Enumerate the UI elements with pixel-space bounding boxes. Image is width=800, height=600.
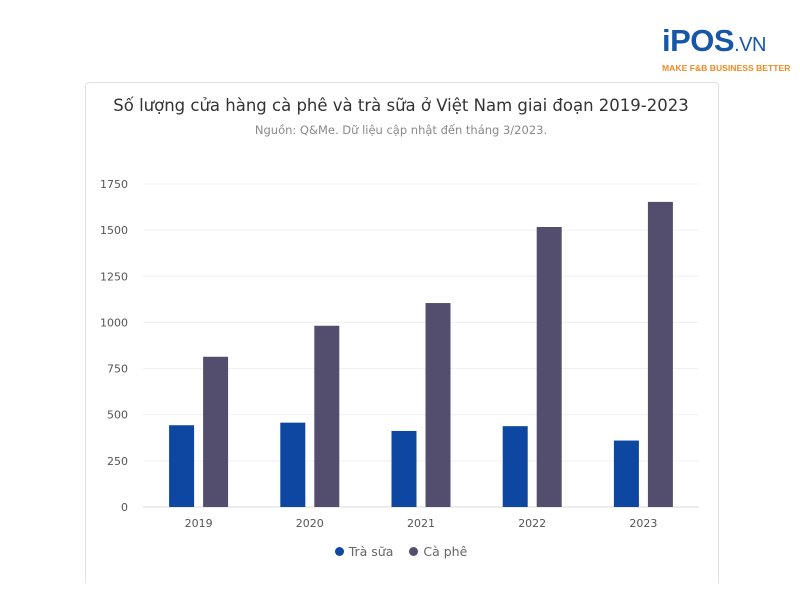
legend-label: Cà phê	[423, 544, 468, 559]
legend-dot-icon	[334, 547, 344, 556]
bar-ca-phe-2021	[425, 303, 451, 507]
chart-subtitle: Nguồn: Q&Me. Dữ liệu cập nhật đến tháng …	[254, 123, 548, 137]
bar-ca-phe-2022	[536, 227, 562, 508]
x-tick-label: 2020	[296, 517, 324, 530]
y-tick-label: 1000	[100, 316, 128, 329]
bar-tra-sua-2023	[613, 440, 639, 507]
bar-tra-sua-2022	[502, 426, 528, 507]
legend-dot-icon	[409, 547, 419, 556]
chart-card	[85, 82, 719, 583]
y-tick-label: 1250	[100, 270, 128, 283]
bar-tra-sua-2020	[280, 422, 306, 507]
y-tick-label: 250	[107, 455, 128, 468]
ipos-logo: iPOS.VN MAKE F&B BUSINESS BETTER	[662, 23, 792, 73]
legend: Trà sữa Cà phê	[85, 544, 717, 559]
bar-tra-sua-2021	[391, 430, 417, 507]
bar-ca-phe-2023	[647, 201, 673, 507]
logo-brand: iPOS	[662, 23, 735, 58]
legend-item-tra-sua[interactable]: Trà sữa	[334, 544, 394, 559]
legend-item-ca-phe[interactable]: Cà phê	[409, 544, 467, 559]
x-tick-label: 2023	[629, 517, 657, 530]
logo-domain: .VN	[734, 34, 766, 56]
x-tick-label: 2022	[518, 517, 546, 530]
y-tick-label: 500	[107, 409, 128, 422]
legend-label: Trà sữa	[348, 544, 394, 559]
y-tick-label: 0	[121, 501, 128, 514]
x-tick-label: 2019	[185, 517, 213, 530]
y-tick-label: 1750	[100, 178, 128, 191]
chart-title: Số lượng cửa hàng cà phê và trà sữa ở Vi…	[113, 96, 689, 115]
y-tick-label: 750	[107, 363, 128, 376]
y-tick-label: 1500	[100, 224, 128, 237]
x-tick-label: 2021	[407, 517, 435, 530]
bar-tra-sua-2019	[169, 425, 195, 507]
bar-ca-phe-2019	[203, 356, 229, 507]
bar-ca-phe-2020	[314, 325, 340, 507]
logo-tagline: MAKE F&B BUSINESS BETTER	[662, 63, 791, 73]
